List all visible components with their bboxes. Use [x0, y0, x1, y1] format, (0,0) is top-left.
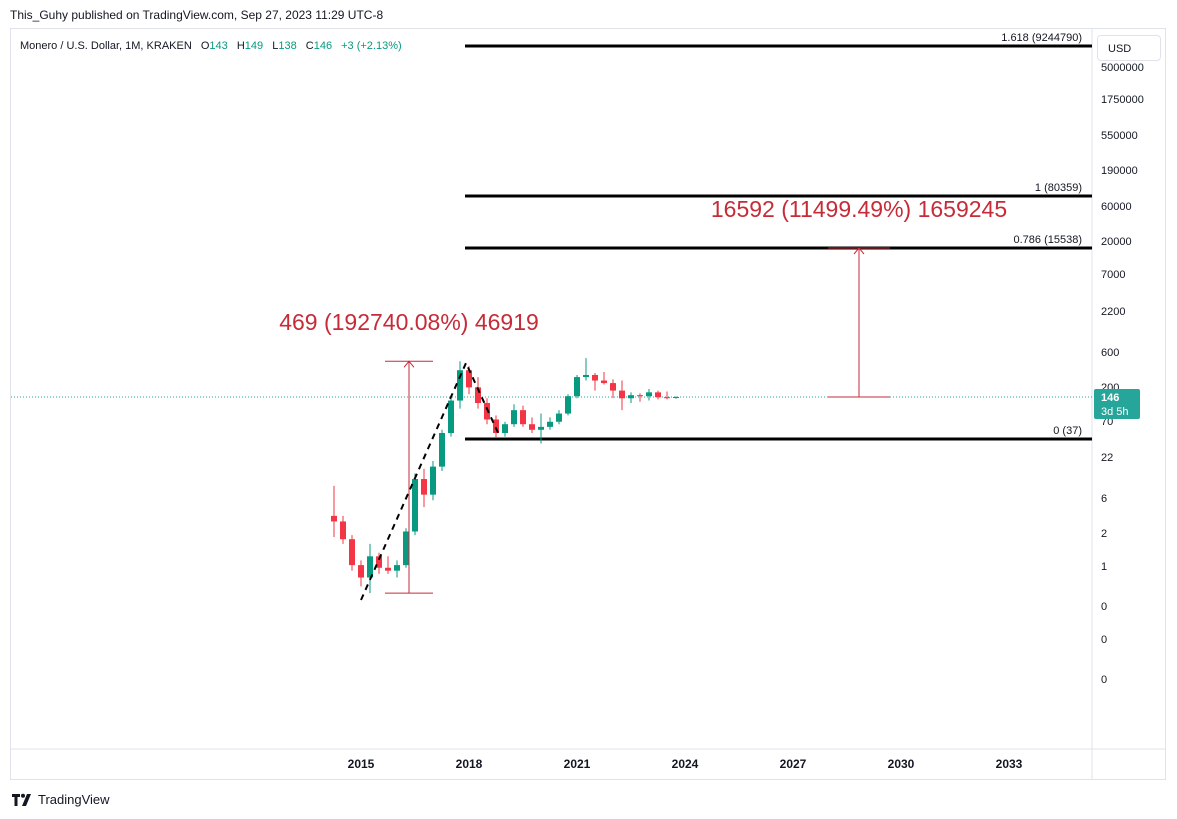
projection-range-label: 16592 (11499.49%) 1659245: [711, 196, 1007, 222]
y-tick-label: 7000: [1101, 269, 1125, 281]
x-tick-label: 2030: [888, 757, 915, 771]
fib-level-label: 1.618 (9244790): [1001, 32, 1082, 44]
low-label: L: [272, 40, 279, 52]
high-label: H: [236, 40, 245, 52]
candle-body[interactable]: [412, 479, 418, 532]
candle-body[interactable]: [466, 370, 472, 388]
candle-body[interactable]: [421, 479, 427, 495]
candle-body[interactable]: [367, 556, 373, 578]
candle-body[interactable]: [376, 556, 382, 568]
candle-body[interactable]: [349, 539, 355, 566]
candle-body[interactable]: [403, 531, 409, 566]
candle-body[interactable]: [592, 374, 598, 381]
candle-body[interactable]: [583, 374, 589, 378]
candle-body[interactable]: [619, 390, 625, 399]
candle-body[interactable]: [610, 383, 616, 391]
candle-body[interactable]: [430, 466, 436, 495]
y-tick-label: 0: [1101, 634, 1107, 646]
y-tick-label: 2200: [1101, 306, 1125, 318]
tradingview-brand: TradingView: [38, 792, 110, 807]
y-tick-label: 5000000: [1101, 62, 1144, 74]
candle-body[interactable]: [457, 370, 463, 401]
published-caption: This_Guhy published on TradingView.com, …: [10, 8, 384, 22]
candle-body[interactable]: [331, 515, 337, 522]
fib-level-label: 0.786 (15538): [1014, 234, 1083, 246]
fib-level-label: 0 (37): [1053, 425, 1082, 437]
y-tick-label: 6: [1101, 493, 1107, 505]
y-tick-label: 1: [1101, 561, 1107, 573]
candle-body[interactable]: [385, 567, 391, 571]
candle-body[interactable]: [673, 397, 679, 398]
candle-body[interactable]: [538, 426, 544, 430]
y-tick-label: 0: [1101, 674, 1107, 686]
candle-body[interactable]: [664, 397, 670, 399]
candle-body[interactable]: [529, 424, 535, 430]
chart-frame[interactable]: [10, 28, 1166, 780]
price-range-arrow: [403, 360, 415, 368]
fib-level-label: 1 (80359): [1035, 182, 1082, 194]
candle-body[interactable]: [502, 424, 508, 434]
x-tick-label: 2018: [456, 757, 483, 771]
y-tick-label: 190000: [1101, 165, 1138, 177]
change-value: +3 (+2.13%): [341, 40, 402, 52]
candle-body[interactable]: [628, 395, 634, 399]
chart-legend: Monero / U.S. Dollar, 1M, KRAKEN O143 H1…: [20, 40, 402, 52]
footer: TradingView: [12, 792, 110, 807]
x-tick-label: 2033: [996, 757, 1023, 771]
y-tick-label: 60000: [1101, 201, 1132, 213]
y-tick-label: 20000: [1101, 236, 1132, 248]
y-tick-label: 600: [1101, 347, 1119, 359]
last-price-tag: [1094, 389, 1140, 419]
candle-body[interactable]: [340, 521, 346, 540]
candle-body[interactable]: [439, 433, 445, 467]
tradingview-logo-icon: [12, 793, 31, 806]
candle-body[interactable]: [574, 377, 580, 397]
candle-body[interactable]: [484, 403, 490, 420]
close-label: C: [305, 40, 314, 52]
x-tick-label: 2027: [780, 757, 807, 771]
y-tick-label: 22: [1101, 452, 1113, 464]
high-value: 149: [244, 40, 264, 52]
currency-button[interactable]: USD: [1097, 35, 1161, 61]
last-price-value: 146: [1101, 392, 1119, 404]
candle-body[interactable]: [493, 419, 499, 434]
y-tick-label: 0: [1101, 601, 1107, 613]
close-value: 146: [313, 40, 333, 52]
low-value: 138: [278, 40, 297, 52]
price-range-label: 469 (192740.08%) 46919: [279, 309, 539, 335]
candle-body[interactable]: [601, 380, 607, 384]
candle-body[interactable]: [394, 565, 400, 571]
candle-body[interactable]: [547, 421, 553, 427]
candle-body[interactable]: [520, 410, 526, 425]
x-tick-label: 2024: [672, 757, 699, 771]
open-value: 143: [209, 40, 228, 52]
bar-countdown: 3d 5h: [1101, 406, 1129, 418]
candle-body[interactable]: [475, 387, 481, 404]
open-label: O: [200, 40, 210, 52]
candle-body[interactable]: [448, 400, 454, 434]
x-tick-label: 2015: [348, 757, 375, 771]
candle-body[interactable]: [358, 565, 364, 578]
y-tick-label: 2: [1101, 528, 1107, 540]
x-tick-label: 2021: [564, 757, 591, 771]
candle-body[interactable]: [637, 395, 643, 397]
candle-body[interactable]: [556, 413, 562, 422]
y-tick-label: 550000: [1101, 130, 1138, 142]
trend-dashed-path[interactable]: [360, 360, 501, 601]
candle-body[interactable]: [646, 392, 652, 397]
projection-range-arrow: [853, 247, 865, 255]
y-tick-label: 1750000: [1101, 94, 1144, 106]
symbol-description: Monero / U.S. Dollar, 1M, KRAKEN: [20, 40, 192, 52]
candle-body[interactable]: [511, 410, 517, 425]
candle-body[interactable]: [565, 396, 571, 414]
candle-body[interactable]: [655, 392, 661, 398]
